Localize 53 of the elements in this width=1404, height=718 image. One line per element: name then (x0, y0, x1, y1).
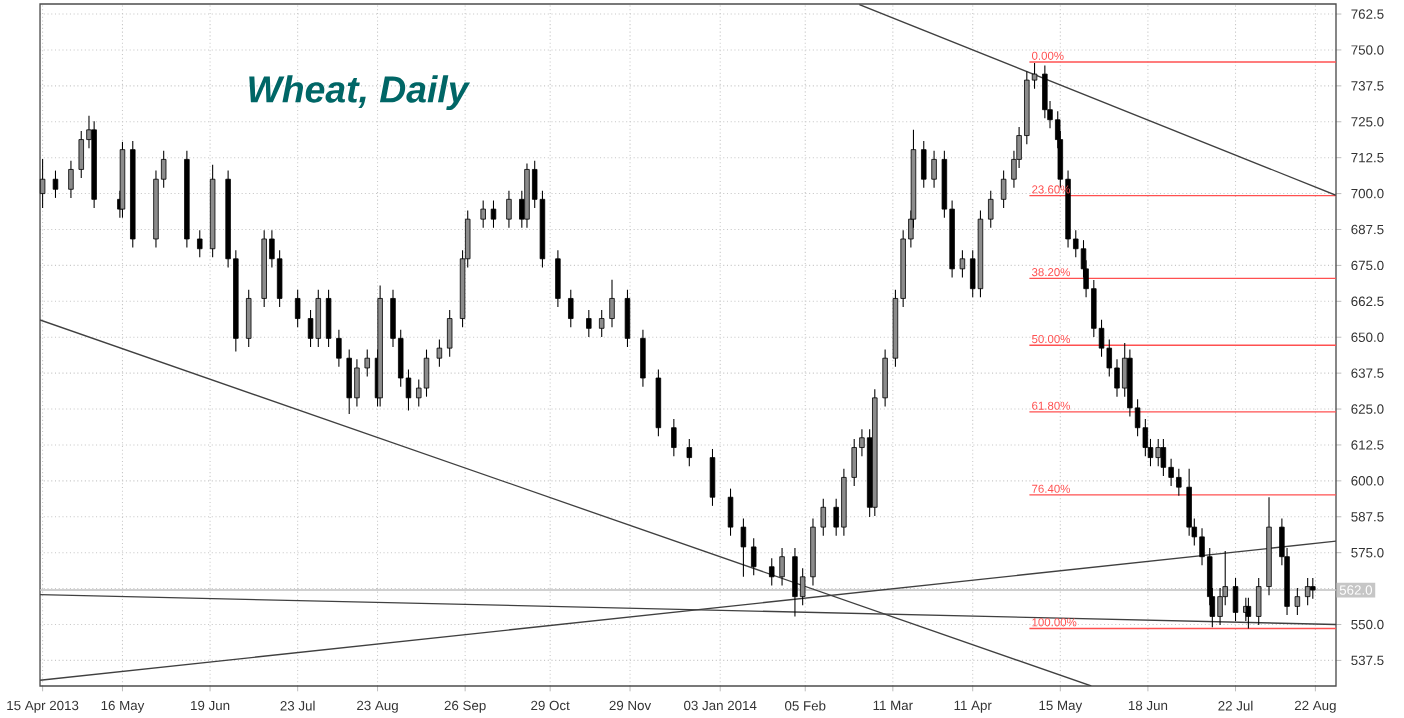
candlestick (1155, 438, 1161, 467)
candlestick (792, 547, 798, 617)
candlestick (480, 199, 486, 229)
text: Wheat, Daily (249, 75, 471, 111)
candlestick (1186, 468, 1192, 537)
candlestick (882, 349, 888, 407)
candlestick (294, 289, 301, 328)
candlestick (727, 488, 734, 537)
candlestick (78, 130, 84, 179)
candlestick (931, 150, 937, 189)
candlestick (506, 190, 512, 229)
candlestick (769, 557, 775, 586)
candlestick (1000, 170, 1007, 209)
candlestick (1304, 577, 1311, 606)
candlestick (1255, 577, 1262, 626)
candlestick (336, 329, 342, 368)
candlestick (68, 160, 74, 199)
candlestick (820, 498, 826, 537)
candlestick (709, 448, 716, 507)
candlestick (598, 309, 605, 338)
candlestick (315, 289, 322, 348)
candlestick (52, 170, 59, 199)
candlestick (354, 358, 360, 407)
candlestick (740, 517, 747, 578)
candlestick (1176, 468, 1182, 497)
candlestick (1310, 577, 1316, 600)
candlestick (490, 199, 497, 229)
candlestick (640, 329, 646, 388)
candlestick (1294, 587, 1301, 616)
candlestick (39, 158, 46, 209)
candlestick (1232, 577, 1239, 622)
candlestick (346, 349, 352, 415)
candlestick (851, 438, 857, 487)
candlestick (586, 309, 592, 338)
candlestick (446, 309, 453, 358)
candlestick (959, 249, 966, 279)
candlestick (1160, 438, 1167, 477)
candlestick (686, 438, 693, 467)
candlestick (988, 190, 994, 229)
candlestick (671, 418, 677, 457)
candlestick (921, 140, 927, 189)
candlestick (750, 537, 757, 576)
candlestick (246, 289, 252, 348)
candlestick (624, 289, 631, 348)
candlestick (325, 289, 332, 348)
candlestick (568, 289, 574, 328)
candlestick (779, 547, 785, 586)
candlestick (197, 229, 203, 258)
candlestick (609, 279, 615, 328)
candlestick (423, 349, 430, 398)
candlestick (555, 249, 561, 308)
candlestick (364, 349, 370, 378)
candlestick (436, 338, 443, 368)
